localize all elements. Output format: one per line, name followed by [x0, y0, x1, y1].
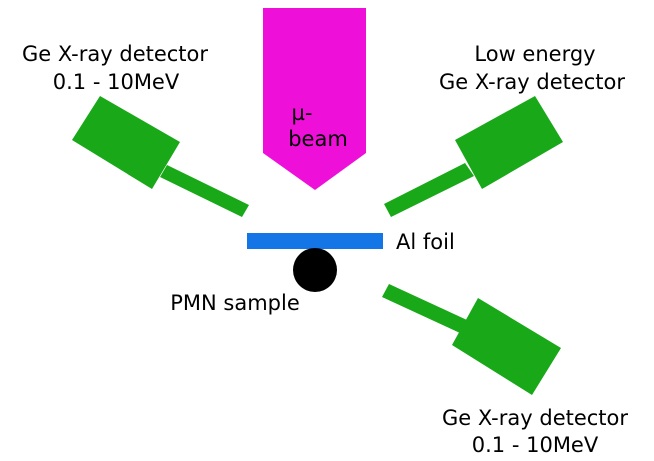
- detector-top-left-label-line2: 0.1 - 10MeV: [53, 70, 180, 94]
- detector-bottom-right-label-line2: 0.1 - 10MeV: [472, 433, 599, 457]
- detector-top-right-label-line2: Ge X-ray detector: [439, 70, 625, 94]
- detector-bottom-right-label-line1: Ge X-ray detector: [442, 406, 628, 430]
- detector-top-right-body: [455, 96, 563, 189]
- detector-top-left-neck: [160, 165, 249, 217]
- muon-beam: [263, 8, 366, 190]
- detector-top-left-label-line1: Ge X-ray detector: [22, 42, 208, 66]
- detector-top-right: [384, 96, 563, 217]
- detector-top-left-body: [72, 96, 180, 189]
- detector-top-left: [72, 96, 249, 217]
- beam-label-line1: µ-: [292, 101, 313, 125]
- pmn-sample: [293, 248, 337, 292]
- detector-bottom-right: [382, 284, 561, 395]
- detector-top-right-label-line1: Low energy: [474, 42, 595, 66]
- foil-label: Al foil: [396, 230, 455, 254]
- al-foil: [247, 233, 383, 249]
- detector-bottom-right-body: [452, 298, 561, 395]
- detector-bottom-right-neck: [382, 284, 480, 339]
- sample-label: PMN sample: [170, 291, 300, 315]
- detector-top-right-neck: [384, 163, 474, 217]
- beam-label-line2: beam: [288, 127, 348, 151]
